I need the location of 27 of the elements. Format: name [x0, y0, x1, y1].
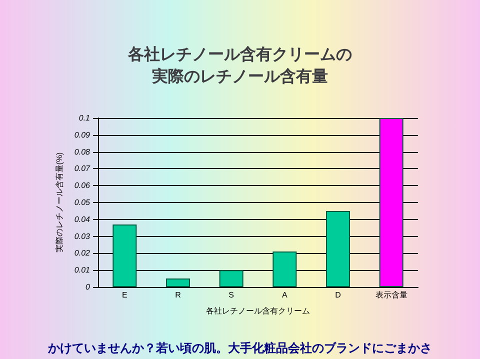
x-tick-label: D: [335, 290, 342, 300]
y-tick-label: 0.05: [74, 198, 91, 207]
x-tick-label: E: [122, 290, 128, 300]
x-axis-title: 各社レチノール含有クリーム: [206, 306, 310, 316]
y-tick-label: 0.1: [78, 114, 90, 122]
y-tick-label: 0.02: [74, 248, 91, 258]
y-tick-label: 0.06: [74, 181, 91, 190]
bar: [219, 270, 244, 287]
y-tick-label: 0.01: [74, 266, 90, 275]
x-tick-label: A: [282, 290, 288, 300]
y-axis-title: 実際のレチノール含有量(%): [55, 152, 64, 253]
y-tick-label: 0.07: [74, 164, 91, 174]
bar: [166, 278, 190, 287]
bar: [379, 118, 404, 287]
bar: [326, 210, 350, 287]
chart-title: 各社レチノール含有クリームの実際のレチノール含有量: [127, 44, 352, 86]
x-tick-label: S: [228, 290, 234, 300]
y-tick-label: 0.04: [74, 214, 91, 224]
x-tick-label: R: [175, 290, 182, 300]
x-tick-label: 表示含量: [375, 290, 408, 300]
text: かけていませんか？若い頃の肌。大手化粧品会社のブランドにごまかさ: [47, 340, 433, 357]
y-tick-label: 0.08: [74, 147, 91, 156]
y-tick-label: 0.09: [74, 130, 91, 140]
bar: [112, 224, 137, 287]
bar: [272, 252, 297, 287]
y-tick-label: 0: [86, 282, 91, 292]
y-tick-label: 0.03: [74, 232, 91, 241]
